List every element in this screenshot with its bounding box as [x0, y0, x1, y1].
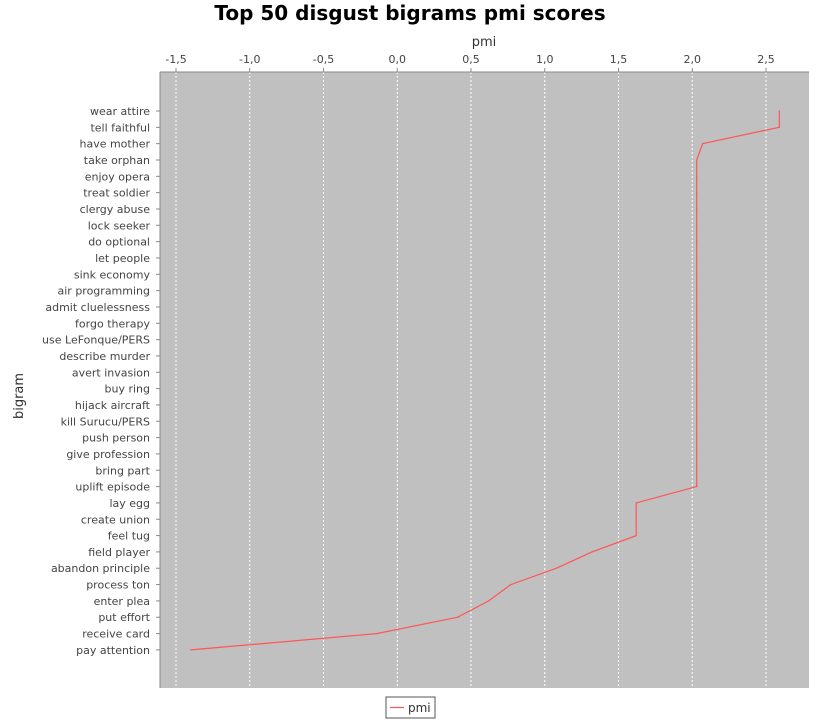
chart-title: Top 50 disgust bigrams pmi scores [214, 1, 605, 25]
data-point [635, 502, 637, 504]
x-tick-label: -0,5 [313, 53, 334, 66]
y-category-label: let people [95, 252, 150, 265]
x-tick-label: 2,0 [684, 53, 702, 66]
legend: pmi [385, 696, 436, 719]
data-point [696, 224, 698, 226]
data-point [696, 485, 698, 488]
data-point [778, 126, 780, 128]
data-point [696, 257, 698, 259]
data-point [591, 551, 593, 553]
data-point [696, 306, 698, 308]
x-tick-label: 1,5 [610, 53, 628, 66]
series-line-pmi [190, 111, 780, 651]
data-point [696, 159, 698, 161]
y-category-label: sink economy [74, 268, 151, 281]
data-point [376, 632, 378, 635]
data-point [696, 469, 698, 471]
data-point [696, 404, 698, 406]
y-axis-label: bigram [12, 373, 27, 419]
data-point [696, 437, 698, 439]
data-point [696, 453, 698, 455]
y-category-label: bring part [95, 464, 150, 477]
plot-area [160, 72, 809, 688]
data-point [488, 600, 490, 602]
y-category-label: enjoy opera [85, 170, 150, 183]
y-category-label: clergy abuse [80, 203, 151, 216]
y-category-label: forgo therapy [75, 317, 150, 330]
data-point [457, 616, 459, 618]
data-point [696, 290, 698, 292]
y-category-label: hijack aircraft [75, 399, 151, 412]
x-tick-label: -1,5 [165, 53, 186, 66]
x-axis-ticks: -1,5 -1,0 -0,5 0,0 0,5 1,0 1,5 2,0 2,5 [165, 53, 775, 72]
y-category-label: lay egg [109, 497, 150, 510]
data-point [190, 649, 192, 651]
y-category-label: pay attention [76, 644, 150, 657]
y-category-label: do optional [88, 236, 150, 249]
y-category-label: buy ring [105, 383, 151, 396]
y-category-label: wear attire [90, 105, 150, 118]
y-category-label: air programming [58, 285, 151, 298]
data-point [696, 388, 698, 390]
data-point [510, 583, 512, 586]
y-category-label: use LeFonque/PERS [42, 334, 150, 347]
y-category-label: feel tug [108, 530, 150, 543]
x-tick-label: 2,5 [757, 53, 775, 66]
legend-label-pmi: pmi [408, 701, 431, 715]
legend-box [385, 696, 436, 719]
series-lines [190, 110, 780, 651]
data-point [696, 273, 698, 275]
data-point [696, 355, 698, 357]
data-point [696, 339, 698, 341]
y-category-label: receive card [82, 628, 150, 641]
x-axis-label: pmi [472, 35, 497, 50]
y-category-label: push person [82, 432, 150, 445]
y-category-label: lock seeker [88, 219, 151, 232]
data-point [696, 175, 698, 177]
y-category-label: put effort [98, 611, 150, 624]
y-category-label: enter plea [94, 595, 150, 608]
data-point [555, 567, 558, 569]
data-point [696, 322, 698, 324]
data-point [635, 534, 637, 537]
grid-lines [175, 72, 767, 688]
y-category-label: take orphan [84, 154, 150, 167]
x-tick-label: 0,5 [462, 53, 480, 66]
data-point [696, 192, 698, 194]
y-category-label: have mother [79, 138, 150, 151]
y-category-label: avert invasion [72, 366, 150, 379]
y-category-label: describe murder [59, 350, 150, 363]
data-point [696, 420, 698, 422]
x-tick-label: -1,0 [239, 53, 260, 66]
y-category-label: admit cluelessness [45, 301, 150, 314]
y-category-label: tell faithful [90, 121, 150, 134]
data-point [701, 143, 704, 145]
x-tick-label: 0,0 [389, 53, 407, 66]
y-category-label: field player [88, 546, 150, 559]
y-category-label: give profession [66, 448, 150, 461]
x-tick-label: 1,0 [536, 53, 554, 66]
y-category-label: kill Surucu/PERS [61, 415, 150, 428]
data-point [696, 241, 698, 243]
data-point [635, 518, 637, 520]
data-point [696, 208, 698, 210]
y-category-label: abandon principle [51, 562, 150, 575]
y-axis-categories: wear attire tell faithful have mother take … [42, 105, 160, 657]
y-category-label: create union [81, 513, 150, 526]
data-point [778, 110, 780, 112]
data-point [696, 371, 698, 373]
y-category-label: treat soldier [83, 187, 150, 200]
y-category-label: uplift episode [75, 481, 150, 494]
y-category-label: process ton [86, 579, 150, 592]
